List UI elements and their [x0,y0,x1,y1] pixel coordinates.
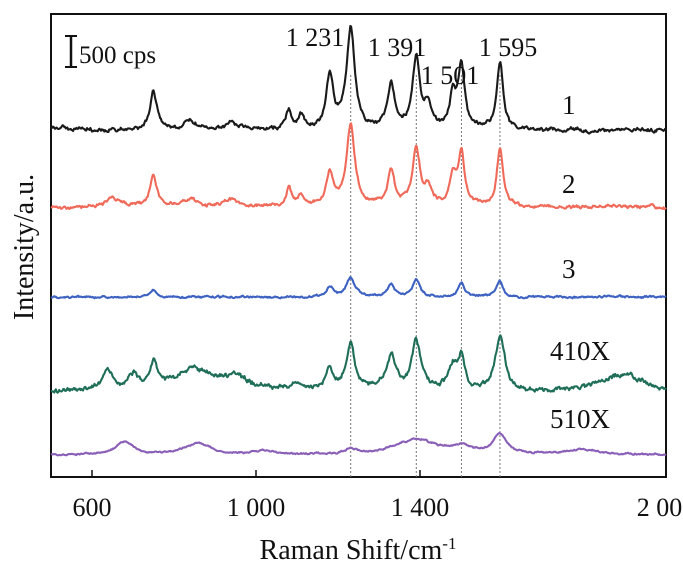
x-tick-label-0: 600 [73,493,112,522]
series-label-2: 2 [562,169,576,199]
x-tick-label-2: 1 400 [391,493,450,522]
series-label-410X: 410X [550,336,611,366]
y-axis-title: Intensity/a.u. [9,174,40,320]
series-line-3 [50,276,667,300]
x-axis-title: Raman Shift/cm-1 [260,534,457,566]
series-line-1 [50,24,667,135]
x-tick-label-3: 2 000 [637,493,683,522]
series-labels: 1 2 3 410X 510X [550,90,611,434]
plot-frame [50,13,667,478]
series-line-2 [50,122,667,210]
series-label-3: 3 [562,254,576,284]
series-label-510X: 510X [550,404,611,434]
series-line-510X [50,431,667,457]
peak-label-3: 1 595 [479,33,538,62]
scale-bar: 500 cps [65,35,156,69]
x-axis-ticks: 600 1 000 1 400 2 000 [73,470,683,522]
reference-lines [350,75,501,477]
series-line-410X [50,334,667,394]
peak-label-0: 1 231 [286,23,345,52]
x-axis-title-text: Raman Shift/cm [260,535,443,566]
series-label-1: 1 [562,90,576,120]
scale-bar-label: 500 cps [79,42,156,69]
x-tick-label-1: 1 000 [227,493,286,522]
x-axis-title-superscript: -1 [442,534,456,553]
peak-label-1: 1 391 [368,33,427,62]
series-lines [50,24,667,457]
peak-label-2: 1 501 [421,61,480,90]
